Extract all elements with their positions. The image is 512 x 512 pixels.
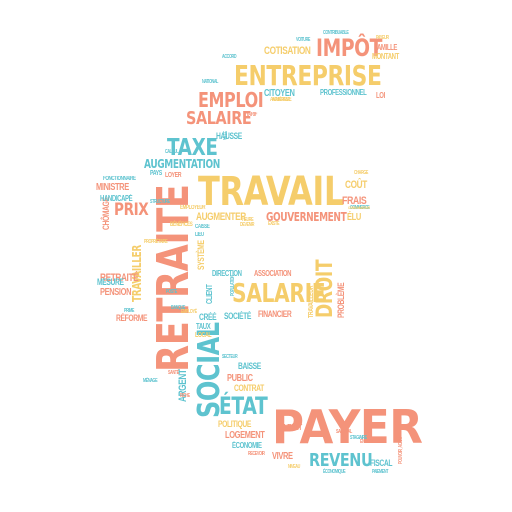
word-60: BÉNÉFICES <box>170 222 193 228</box>
word-97: CALCUL <box>165 149 179 155</box>
word-80: RECEVOIR <box>248 451 265 457</box>
word-2: TRAVAIL <box>198 169 344 215</box>
word-31: FAMILLE <box>374 43 398 52</box>
word-29: CITOYEN <box>264 88 295 99</box>
word-1: RETRAITE <box>148 184 199 372</box>
word-96: MÉNAGE <box>143 378 158 384</box>
word-48: SOCIÉTÉ <box>224 311 252 321</box>
word-71: ACCORD <box>222 54 237 60</box>
word-88: SALARIAL <box>336 429 352 435</box>
word-70: NATIONAL <box>202 79 219 85</box>
word-26: COÛT <box>345 179 367 191</box>
word-53: DIRECTION <box>212 269 242 278</box>
word-24: HANDICAPÉ <box>100 194 133 203</box>
word-93: CONSOMMATEUR <box>348 205 370 210</box>
word-4: SALARIÉ <box>232 279 326 309</box>
word-47: BAISSE <box>238 361 261 371</box>
word-77: POPULATION <box>230 275 236 296</box>
word-57: TRAVAILLEUR <box>308 285 315 318</box>
word-34: HAUSSE <box>216 131 242 141</box>
word-27: ÉLU <box>347 212 361 223</box>
word-16: GOUVERNEMENT <box>266 210 347 224</box>
word-7: IMPÔT <box>316 34 383 62</box>
word-52: LOCAL <box>195 332 212 339</box>
word-45: ENFANT <box>280 423 302 432</box>
word-49: FINANCIER <box>258 309 292 319</box>
word-44: VIVRE <box>272 451 293 462</box>
word-69: TARIF <box>246 112 258 118</box>
word-42: LOGEMENT <box>225 430 265 441</box>
word-78: EMPLOYÉ <box>181 309 197 315</box>
word-73: CONTRIBUABLE <box>323 30 349 36</box>
word-90: RICHE <box>180 393 190 399</box>
word-79: EXISTE <box>268 221 280 227</box>
word-11: DROIT <box>313 259 338 318</box>
word-33: LOI <box>376 91 385 100</box>
word-6: ÉTAT <box>219 392 268 420</box>
word-19: PENSION <box>100 287 132 298</box>
word-85: PAIEMENT <box>372 469 389 475</box>
word-62: LIEU <box>195 232 204 238</box>
word-95: VILLE <box>223 131 229 140</box>
word-30: PROFESSIONNEL <box>320 88 367 97</box>
word-54: ASSOCIATION <box>254 269 292 278</box>
word-20: MESURE <box>97 277 124 287</box>
word-21: RÉFORME <box>116 313 148 323</box>
word-94: CHARGE <box>354 170 369 176</box>
word-66: HEURE <box>242 217 254 223</box>
word-40: CONTRAT <box>234 383 264 393</box>
word-74: PAYEUR <box>376 35 389 41</box>
word-36: PAYS <box>150 170 162 177</box>
word-13: PRIX <box>114 200 149 220</box>
word-86: SANTÉ <box>168 370 179 376</box>
word-61: CAISSE <box>195 224 210 230</box>
word-64: STRUCTURE <box>150 199 170 205</box>
word-15: AUGMENTER <box>196 211 246 223</box>
word-37: FONCTIONNAIRE <box>103 176 136 182</box>
word-84: ÉNERGIE <box>360 439 375 445</box>
word-10: TAXE <box>167 135 218 161</box>
word-91: PRIME <box>124 308 135 314</box>
word-58: PROBLÈME <box>336 282 346 318</box>
word-39: PUBLIC <box>227 373 253 384</box>
word-3: ENTREPRISE <box>234 59 382 92</box>
word-43: ÉCONOMIE <box>232 441 262 450</box>
word-92: COMMERCE <box>350 205 370 211</box>
word-59: EMPLOYEUR <box>180 205 206 211</box>
word-89: STAGIAIRE <box>350 435 367 441</box>
word-56: CLIENT <box>205 284 214 304</box>
word-82: POUVOIR_ACHAT <box>398 436 404 464</box>
word-41: POLITIQUE <box>218 419 252 429</box>
word-46: FISCAL <box>370 458 393 468</box>
word-51: TAUX <box>196 322 211 331</box>
word-18: RETRAITÉ <box>100 272 139 284</box>
word-65: DEVENIR <box>240 222 255 228</box>
word-87: SECTEUR <box>222 354 238 360</box>
word-14: AUGMENTATION <box>144 157 220 171</box>
word-9: SALAIRE <box>186 108 252 129</box>
word-28: COTISATION <box>264 45 311 57</box>
word-35: LOYER <box>165 172 182 179</box>
word-67: ADHÉRENT <box>272 97 290 103</box>
word-0: PAYER <box>272 400 423 454</box>
word-12: REVENU <box>309 450 373 471</box>
word-72: VOITURE <box>296 37 311 43</box>
word-8: EMPLOI <box>198 88 264 112</box>
word-55: SYSTÈME <box>196 240 206 270</box>
word-23: MINISTRE <box>96 182 129 193</box>
word-68: AVANTAGE <box>270 97 292 103</box>
word-50: CRÉÉ <box>199 312 217 322</box>
word-25: FRAIS <box>342 195 367 207</box>
word-81: NIVEAU <box>288 464 300 470</box>
word-63: PROPRIÉTAIRE <box>144 239 168 245</box>
word-83: ÉCONOMIQUE <box>323 469 346 475</box>
word-32: MONTANT <box>372 52 399 61</box>
word-76: BANQUE <box>171 305 186 311</box>
word-75: POSTE <box>166 289 177 295</box>
